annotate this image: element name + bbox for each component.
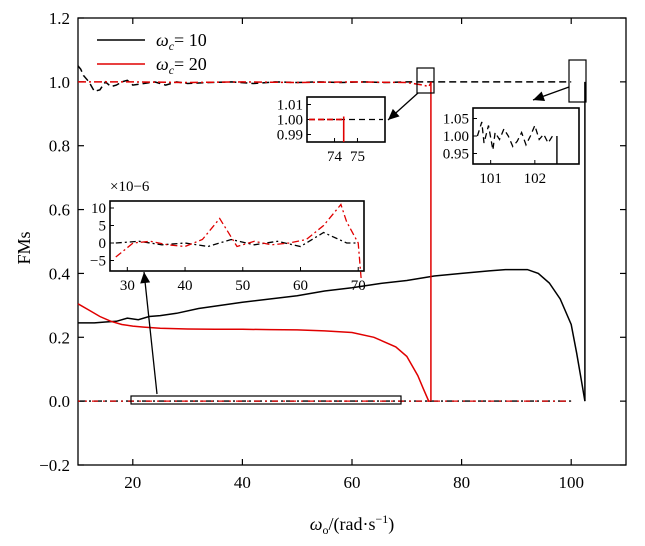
- inset-x-tick-label: 40: [178, 278, 193, 294]
- arrow-to-inset-low-head: [140, 272, 151, 284]
- legend-label: ωc= 20: [156, 54, 207, 77]
- y-tick-label: 0.2: [49, 328, 70, 347]
- inset-y-tick-label: 1.01: [277, 98, 303, 114]
- inset-x-tick-label: 75: [350, 149, 365, 165]
- inset-series-black: [115, 231, 359, 248]
- inset-x-tick-label: 70: [351, 278, 366, 294]
- series-layer: [77, 65, 586, 402]
- inset-y-tick-label: 0.99: [277, 128, 303, 144]
- zoom-box-low: [130, 395, 402, 405]
- y-tick-label: 0.8: [49, 137, 70, 156]
- inset-y-tick-label: 10: [91, 201, 106, 217]
- inset-y-tick-label: 5: [99, 219, 107, 235]
- inset-2: 10 50 −5 30 40 50 60 70 ×10−6: [90, 179, 366, 294]
- arrow-to-inset-102-head: [533, 91, 546, 101]
- y-axis: −0.2 0.0 0.2 0.4 0.6 0.8 1.0 1.2: [39, 9, 626, 475]
- inset-y-tick-label: 1.00: [277, 113, 303, 129]
- inset-y-tick-label: 1.00: [443, 129, 469, 145]
- inset-frame: [109, 200, 365, 272]
- inset-y-tick-label: 0.95: [443, 147, 469, 163]
- x-axis: 20 40 60 80 100: [124, 18, 584, 492]
- inset-y-tick-label: 1.05: [443, 112, 469, 128]
- inset-x-tick-label: 101: [479, 171, 502, 187]
- y-tick-label: 1.0: [49, 73, 70, 92]
- x-tick-label: 80: [453, 473, 470, 492]
- y-tick-label: 1.2: [49, 9, 70, 28]
- inset-y-tick-label: −5: [90, 254, 106, 270]
- series-line: [77, 303, 432, 402]
- legend-label: ωc= 10: [156, 30, 207, 53]
- arrow-to-inset-low: [143, 271, 158, 395]
- inset-x-tick-label: 30: [120, 278, 135, 294]
- inset-x-tick-label: 102: [524, 171, 547, 187]
- inset-frame: [472, 107, 580, 165]
- inset-series-red: [115, 203, 362, 279]
- y-tick-label: 0.6: [49, 201, 70, 220]
- y-tick-label: 0.0: [49, 392, 70, 411]
- inset-x-tick-label: 60: [293, 278, 308, 294]
- inset-x-tick-label: 74: [327, 149, 343, 165]
- inset-y-tick-label: 0: [99, 236, 107, 252]
- zoom-box-74: [416, 67, 435, 94]
- arrow-to-inset-74-head: [388, 108, 400, 120]
- x-tick-label: 40: [234, 473, 251, 492]
- y-axis-label: FMs: [14, 231, 34, 264]
- series-line: [77, 65, 572, 93]
- annotations: [130, 59, 587, 405]
- inset-1: 1.051.00 0.95 101 102: [443, 107, 580, 187]
- series-line: [78, 81, 433, 88]
- inset-series-black: [476, 121, 554, 151]
- x-tick-label: 100: [558, 473, 584, 492]
- inset-scale-label: ×10−6: [110, 179, 150, 195]
- y-tick-label: 0.4: [49, 264, 71, 283]
- zoom-box-102: [568, 59, 587, 103]
- series-line: [78, 268, 586, 402]
- x-axis-label: ωo/(rad·s−1): [310, 512, 394, 537]
- inset-x-tick-label: 50: [235, 278, 250, 294]
- y-tick-label: −0.2: [39, 456, 70, 475]
- inset-0: 1.011.000.99 74 75: [277, 96, 386, 165]
- x-tick-label: 20: [124, 473, 141, 492]
- x-tick-label: 60: [344, 473, 361, 492]
